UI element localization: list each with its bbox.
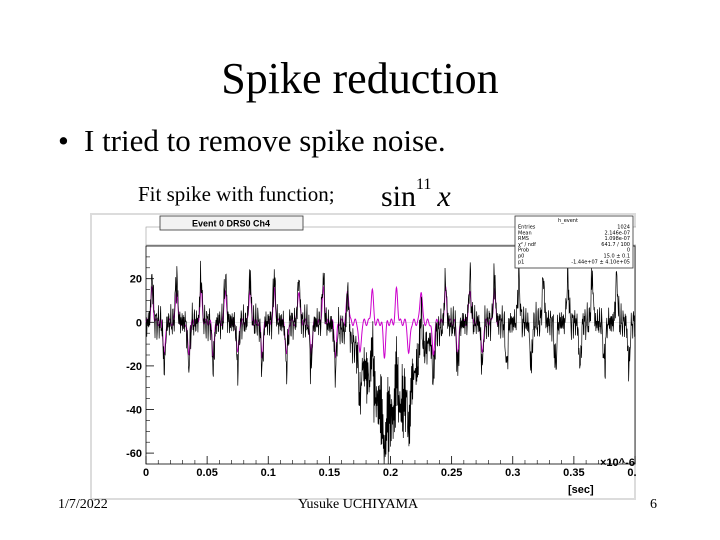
formula-function: sin	[381, 180, 417, 213]
footer-page-number: 6	[650, 497, 657, 512]
bullet-symbol: •	[58, 123, 69, 158]
tick-layer: 0 0.05 0.1 0.15 0.2 0.25 0.3 0.35 0.4 -60 -40 -20 0 2…	[126, 256, 636, 479]
stats-title: h_event	[558, 218, 578, 224]
y-tick-label: 0	[136, 317, 142, 329]
x-axis-label: [sec]	[568, 484, 594, 496]
x-tick-label: 0.2	[383, 467, 398, 479]
x-tick-label: 0	[143, 467, 149, 479]
formula-exponent: 11	[416, 176, 432, 193]
stats-label: RMS	[518, 236, 529, 242]
x-tick-label: 0.35	[563, 467, 584, 479]
formula-variable: x	[437, 180, 451, 213]
bullet-text: I tried to remove spike noise.	[84, 123, 446, 158]
plot-area	[145, 245, 636, 465]
x-tick-label: 0.25	[441, 467, 462, 479]
stats-label: Prob	[518, 248, 529, 254]
stats-label: χ² / ndf	[518, 242, 536, 248]
stats-value: 15.0 ± 0.1	[604, 254, 630, 260]
footer-author: Yusuke UCHIYAMA	[298, 497, 419, 512]
x-tick-label: 0.05	[196, 467, 217, 479]
fit-description: Fit spike with function;	[138, 182, 335, 206]
y-tick-label: -20	[126, 361, 142, 373]
stats-box-frame	[514, 215, 634, 269]
wave-layer	[145, 252, 636, 465]
chart-title: Event 0 DRS0 Ch4	[192, 219, 270, 229]
waveform-chart: Event 0 DRS0 Ch4 0 0.05 0.1 0.15 0.2 0.25 0.3 0…	[90, 213, 636, 500]
stats-label: p0	[518, 254, 524, 260]
stats-value: 641.7 / 100	[601, 242, 630, 248]
top-band	[145, 226, 636, 246]
stats-rows: Entries 1024 Mean 2.146e-07 RMS 1.098e-07 χ² /…	[518, 225, 630, 266]
sine-formula: sin11 x	[381, 171, 451, 217]
bullet-point: • I tried to remove spike noise.	[58, 121, 446, 161]
stats-label: p1	[518, 259, 524, 265]
stats-value: 0	[627, 248, 630, 254]
stats-label: Mean	[518, 230, 532, 236]
x-multiplier: ×10^-6	[600, 457, 635, 469]
stats-value: 2.146e-07	[604, 230, 630, 236]
stats-value: 1.098e-07	[604, 236, 630, 242]
x-tick-label: 0.1	[261, 467, 276, 479]
stats-box: h_event Entries 1024 Mean 2.146e-07 RMS 1.098…	[514, 215, 634, 269]
slide-title: Spike reduction	[221, 54, 499, 103]
footer-date: 1/7/2022	[58, 497, 108, 512]
x-tick-label: 0.3	[505, 467, 520, 479]
stats-label: Entries	[518, 225, 536, 231]
x-tick-label: 0.15	[319, 467, 340, 479]
chart-title-box	[159, 215, 304, 231]
waveform-trace	[145, 252, 636, 465]
y-tick-label: -40	[126, 405, 142, 417]
x-tick-label: 0.4	[627, 467, 636, 479]
stats-value: -1.44e+07 ± 4.10e+05	[571, 259, 630, 265]
y-tick-label: 20	[130, 274, 142, 286]
stats-value: 1024	[617, 225, 630, 231]
y-tick-label: -60	[126, 448, 142, 460]
